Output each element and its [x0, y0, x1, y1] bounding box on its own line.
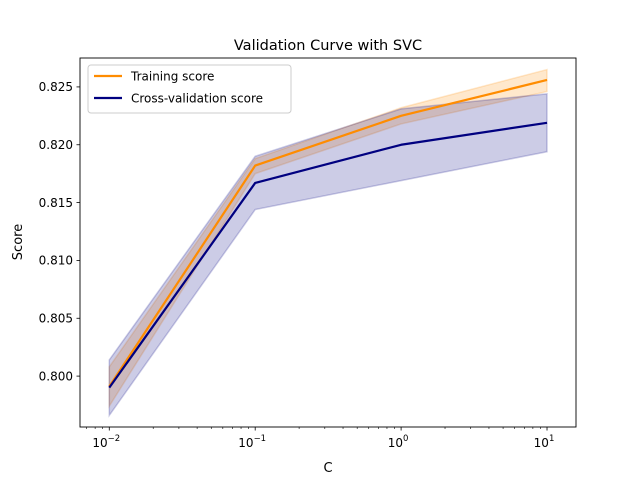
y-axis-label: Score	[11, 224, 26, 260]
legend-label-1: Training score	[130, 69, 214, 83]
x-tick-label: 101	[534, 434, 555, 450]
confidence-bands	[108, 68, 548, 418]
y-tick-label: 0.825	[39, 80, 73, 94]
legend-box	[87, 64, 292, 114]
chart-title: Validation Curve with SVC	[234, 38, 422, 54]
y-tick-label: 0.810	[39, 254, 73, 268]
x-tick-label: 10−2	[92, 434, 120, 450]
series-lines	[108, 78, 548, 389]
legend: Training score Cross-validation score	[87, 64, 292, 114]
y-tick-label: 0.800	[39, 369, 73, 383]
x-axis-ticks: 10−2 10−1 100 101	[86, 427, 555, 450]
y-tick-label: 0.820	[39, 138, 73, 152]
legend-label-2: Cross-validation score	[131, 91, 263, 105]
y-tick-label: 0.815	[39, 196, 73, 210]
y-tick-label: 0.805	[39, 312, 73, 326]
x-axis-label: C	[323, 461, 332, 476]
band-series-1	[108, 68, 548, 409]
line-series-2	[108, 121, 548, 389]
x-tick-label: 10−1	[238, 434, 266, 450]
plot-frame	[79, 57, 577, 428]
line-series-1	[108, 78, 548, 388]
band-series-2	[108, 93, 548, 418]
x-tick-label: 100	[388, 434, 409, 450]
y-axis-ticks: 0.800 0.805 0.810 0.815 0.820 0.825	[39, 80, 80, 383]
